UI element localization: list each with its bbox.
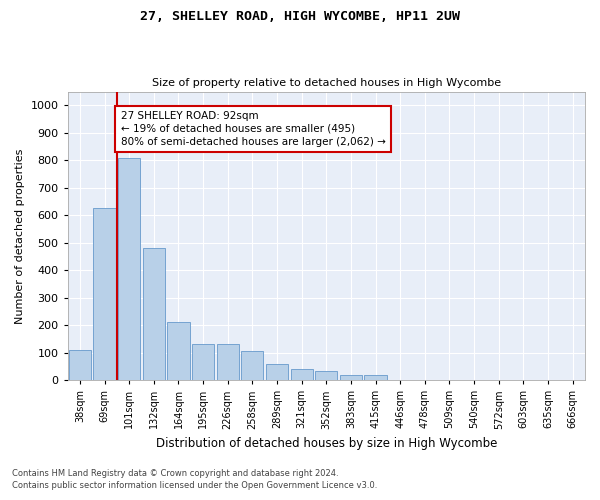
Bar xyxy=(241,352,263,380)
Bar xyxy=(167,322,190,380)
Bar xyxy=(340,374,362,380)
X-axis label: Distribution of detached houses by size in High Wycombe: Distribution of detached houses by size … xyxy=(155,437,497,450)
Bar xyxy=(290,369,313,380)
Text: Contains HM Land Registry data © Crown copyright and database right 2024.
Contai: Contains HM Land Registry data © Crown c… xyxy=(12,469,377,490)
Text: 27, SHELLEY ROAD, HIGH WYCOMBE, HP11 2UW: 27, SHELLEY ROAD, HIGH WYCOMBE, HP11 2UW xyxy=(140,10,460,23)
Bar xyxy=(315,370,337,380)
Bar xyxy=(118,158,140,380)
Bar xyxy=(217,344,239,380)
Text: 27 SHELLEY ROAD: 92sqm
← 19% of detached houses are smaller (495)
80% of semi-de: 27 SHELLEY ROAD: 92sqm ← 19% of detached… xyxy=(121,111,385,147)
Bar xyxy=(94,208,116,380)
Title: Size of property relative to detached houses in High Wycombe: Size of property relative to detached ho… xyxy=(152,78,501,88)
Bar xyxy=(192,344,214,380)
Bar xyxy=(266,364,288,380)
Bar xyxy=(69,350,91,380)
Bar xyxy=(143,248,165,380)
Bar xyxy=(364,374,386,380)
Y-axis label: Number of detached properties: Number of detached properties xyxy=(15,148,25,324)
